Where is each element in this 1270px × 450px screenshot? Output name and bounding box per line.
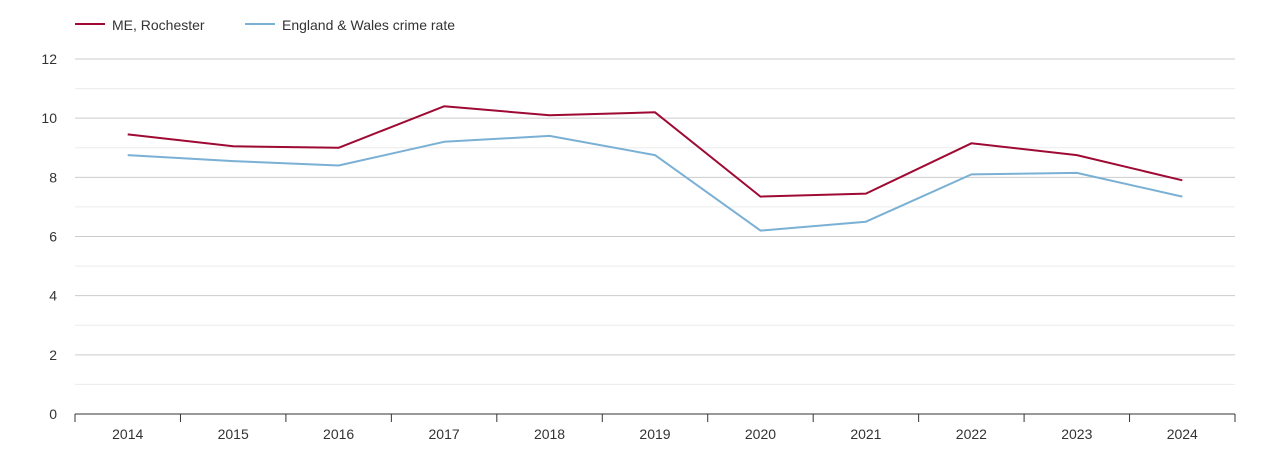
x-axis-tick-labels: 2014 2015 2016 2017 2018 2019 2020 2021 2022 2023… [112,426,1198,442]
legend-label-series-2: England & Wales crime rate [282,17,455,33]
x-tick-label: 2022 [956,426,987,442]
y-axis-tick-labels: 0 2 4 6 8 10 12 [41,51,57,422]
x-tick-label: 2019 [639,426,670,442]
legend: ME, Rochester England & Wales crime rate [75,17,455,33]
y-tick-label: 4 [49,288,57,304]
x-tick-label: 2016 [323,426,354,442]
y-tick-label: 10 [41,110,57,126]
y-tick-label: 12 [41,51,57,67]
x-tick-label: 2020 [745,426,776,442]
series-line-1 [127,105,1183,198]
legend-item-series-1: ME, Rochester [75,17,205,33]
legend-label-series-1: ME, Rochester [112,17,205,33]
x-axis [74,413,1236,422]
y-tick-label: 2 [49,347,57,363]
x-tick-label: 2021 [850,426,881,442]
x-tick-label: 2018 [534,426,565,442]
y-tick-label: 6 [49,229,57,245]
series-line-2 [127,134,1183,232]
x-tick-label: 2014 [112,426,143,442]
legend-item-series-2: England & Wales crime rate [245,17,455,33]
y-tick-label: 8 [49,169,57,185]
x-tick-label: 2024 [1167,426,1198,442]
x-tick-label: 2017 [429,426,460,442]
x-tick-label: 2023 [1061,426,1092,442]
x-tick-label: 2015 [218,426,249,442]
grid-lines [75,58,1235,385]
y-tick-label: 0 [49,406,57,422]
series-lines [127,105,1183,232]
